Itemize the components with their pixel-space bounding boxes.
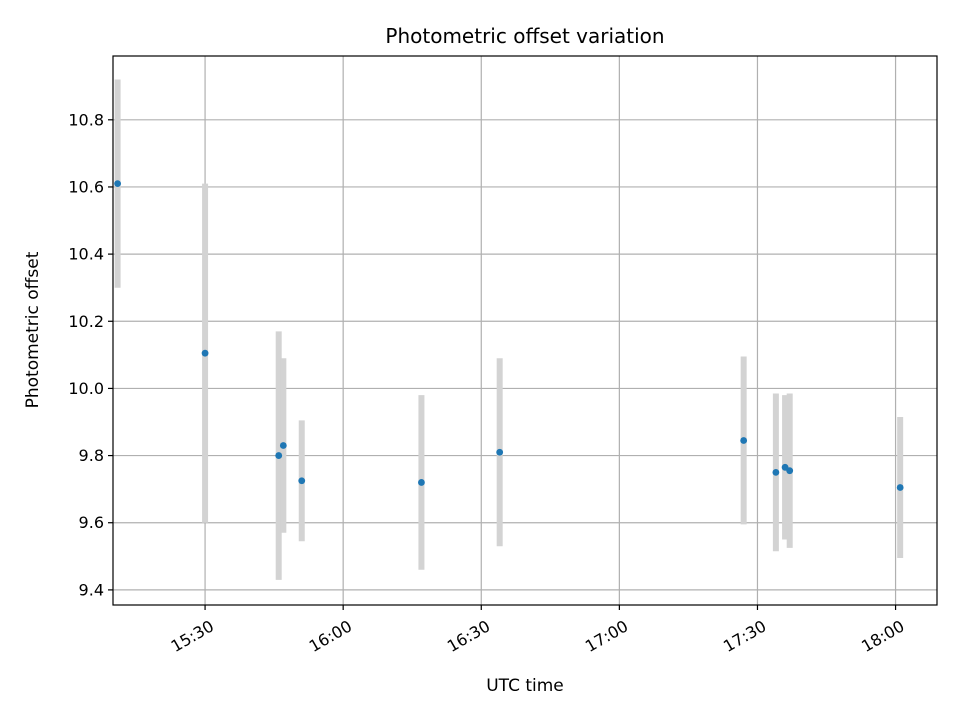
y-axis-ticks: 9.4 9.6 9.8 10.0 10.2 10.4 10.6 10.8 [68,110,113,599]
data-point [418,479,425,486]
plot-frame [112,55,938,606]
y-tick-label: 9.4 [79,580,104,599]
data-point [298,477,306,485]
data-point [275,452,283,459]
y-tick-label: 10.2 [68,312,104,331]
y-tick-label: 10.4 [68,245,104,264]
x-tick-label: 18:00 [858,616,907,656]
data-point [772,468,780,476]
data-point [496,448,504,456]
grid-lines [113,56,937,605]
x-tick-label: 16:30 [444,616,493,656]
chart-title: Photometric offset variation [385,24,664,48]
x-axis-ticks: 15:30 16:00 16:30 17:00 17:30 18:00 [168,605,908,656]
data-point [740,437,748,444]
y-tick-label: 9.8 [79,446,104,465]
data-point [279,442,287,449]
data-point [114,180,122,187]
x-tick-label: 16:00 [306,616,355,656]
y-tick-label: 10.8 [68,110,104,129]
x-axis-label: UTC time [486,676,564,696]
y-tick-label: 10.6 [68,177,104,196]
data-points [114,180,904,491]
y-tick-label: 9.6 [79,513,104,532]
data-point [896,484,904,491]
data-point [201,349,209,357]
y-tick-label: 10.0 [68,379,104,398]
error-bars [114,79,904,580]
y-axis-label: Photometric offset [23,251,43,408]
x-tick-label: 17:00 [582,616,631,656]
x-tick-label: 17:30 [720,616,769,656]
x-tick-label: 15:30 [168,616,217,656]
data-point [786,467,794,475]
